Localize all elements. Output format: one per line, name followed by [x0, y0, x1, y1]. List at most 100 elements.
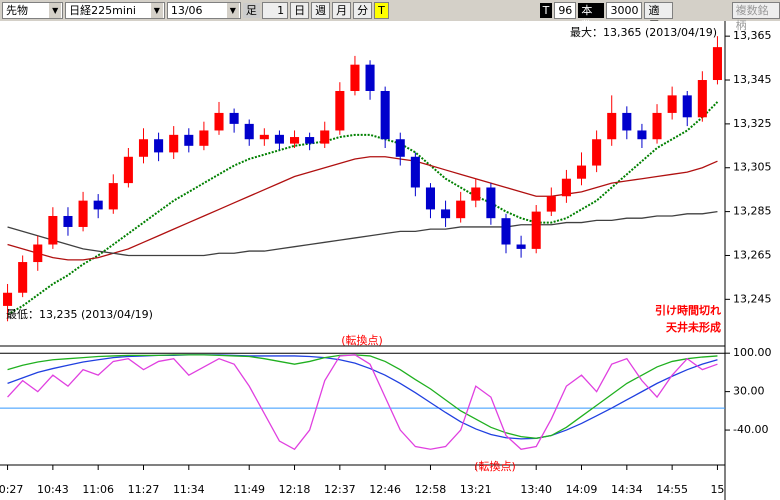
candle-body [531, 211, 541, 249]
month-button[interactable]: 月 [332, 2, 352, 19]
min-label: 最低：13,235 (2013/04/19) [6, 308, 153, 321]
candle-body [697, 80, 707, 118]
line-series [7, 156, 718, 261]
x-tick-label: 15 [710, 483, 724, 496]
candle-body [78, 200, 88, 227]
y-tick-label: -40.00 [733, 423, 768, 436]
toolbar: 先物 日経225mini 13/06 足 1 日 週 月 分 T T 96 本数… [0, 0, 780, 32]
candle-body [471, 187, 481, 201]
x-tick-label: 12:46 [369, 483, 401, 496]
x-tick-label: 11:06 [82, 483, 114, 496]
bar-size[interactable]: 1 [261, 2, 289, 19]
candle-body [395, 139, 405, 157]
x-tick-label: 10:43 [37, 483, 69, 496]
x-tick-label: 11:34 [173, 483, 205, 496]
line-series [7, 101, 719, 316]
candle-body [274, 134, 284, 144]
symbol-select[interactable]: 日経225mini [65, 2, 165, 19]
y-tick-label: 13,265 [733, 248, 772, 261]
candle-body [425, 187, 435, 210]
x-tick-label: 13:40 [520, 483, 552, 496]
x-tick-label: 14:34 [611, 483, 643, 496]
x-tick-label: 14:09 [566, 483, 598, 496]
candle-body [48, 215, 58, 245]
turn-label: (転換点) [474, 460, 516, 473]
candle-body [335, 90, 345, 131]
x-tick-label: 12:18 [279, 483, 311, 496]
y-tick-label: 13,365 [733, 29, 772, 42]
candle-body [486, 187, 496, 219]
tick-button[interactable]: T [374, 2, 389, 19]
candle-body [320, 130, 330, 144]
candle-body [290, 137, 300, 144]
x-tick-label: 13:21 [460, 483, 492, 496]
candle-body [592, 139, 602, 166]
line-series [7, 354, 718, 440]
candle-body [33, 244, 43, 263]
candle-body [350, 64, 360, 91]
candle-body [652, 112, 662, 140]
apply-button[interactable]: 適用 [644, 2, 673, 32]
candle-body [712, 47, 722, 81]
candle-body [441, 209, 451, 219]
chart: 13,365 13,345 13,325 13,305 13,285 13,265 13,2… [0, 21, 772, 500]
y-tick-label: 13,285 [733, 205, 772, 218]
candle-body [380, 90, 390, 140]
candle-body [501, 218, 511, 245]
line-series [7, 354, 718, 439]
x-tick-label: 10:27 [0, 483, 23, 496]
month-select[interactable]: 13/06 [166, 2, 241, 19]
candle-body [108, 183, 118, 210]
candle-body [93, 200, 103, 210]
candle-body [199, 130, 209, 146]
candle-body [365, 64, 375, 91]
count-label: 本数 [578, 3, 605, 32]
x-tick-label: 12:58 [415, 483, 447, 496]
x-tick-label: 11:27 [128, 483, 160, 496]
y-tick-label: 100.00 [733, 346, 772, 359]
candle-body [667, 95, 677, 113]
candle-body [169, 134, 179, 153]
candle-body [3, 292, 13, 306]
candle-body [138, 139, 149, 157]
y-tick-label: 13,345 [733, 73, 772, 86]
max-label: 最大：13,365 (2013/04/19) [570, 25, 717, 39]
candle-body [229, 112, 239, 124]
minute-button[interactable]: 分 [353, 2, 373, 19]
line-series [7, 354, 718, 451]
candle-body [682, 95, 692, 118]
t-button[interactable]: T [539, 3, 553, 18]
candle-body [607, 112, 617, 140]
candle-body [123, 156, 133, 184]
x-tick-label: 11:49 [233, 483, 265, 496]
line-series [7, 210, 718, 257]
week-button[interactable]: 週 [311, 2, 331, 19]
candle-body [18, 262, 28, 293]
bar-label: 足 [242, 3, 260, 18]
candle-body [561, 178, 571, 197]
market-select[interactable]: 先物 [2, 2, 64, 19]
candle-body [305, 137, 315, 144]
note: 引け時間切れ [655, 303, 721, 317]
count-input[interactable]: 96 [554, 2, 577, 19]
x-tick-label: 14:55 [656, 483, 688, 496]
candle-body [456, 200, 466, 219]
candle-body [637, 130, 647, 140]
y-tick-label: 13,325 [733, 117, 772, 130]
candle-body [184, 134, 194, 146]
day-button[interactable]: 日 [290, 2, 310, 19]
y-tick-label: 13,305 [733, 161, 772, 174]
candle-body [410, 156, 420, 188]
candle-body [244, 123, 254, 140]
note: 天井未形成 [666, 320, 721, 334]
turn-label: (転換点) [341, 334, 383, 347]
candle-body [546, 196, 556, 212]
y-tick-label: 30.00 [733, 385, 765, 398]
x-tick-label: 12:37 [324, 483, 356, 496]
candle-body [63, 215, 73, 227]
candle-body [154, 139, 164, 153]
count2-input[interactable]: 3000 [606, 2, 643, 19]
multi-button[interactable]: 複数銘柄 [731, 2, 780, 32]
candle-body [214, 112, 224, 131]
